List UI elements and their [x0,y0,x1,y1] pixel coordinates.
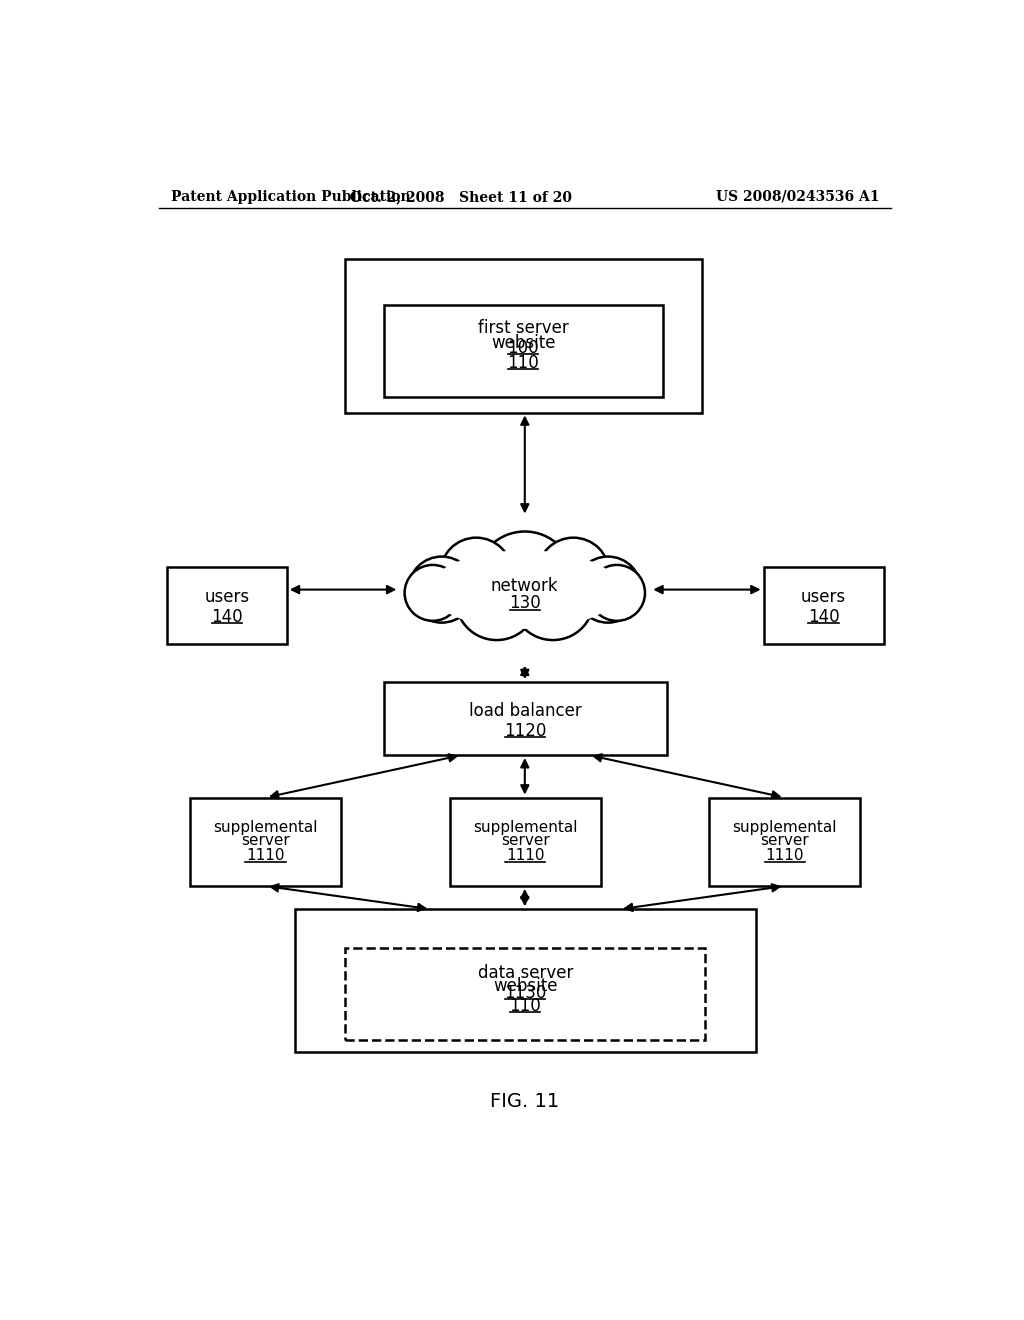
Circle shape [404,565,461,620]
Bar [450,797,601,886]
Text: 1110: 1110 [247,849,285,863]
Text: network: network [490,577,559,595]
FancyArrowPatch shape [521,891,528,904]
Circle shape [589,565,645,620]
FancyArrowPatch shape [626,884,779,911]
Text: 1130: 1130 [504,983,547,1002]
Circle shape [512,558,594,640]
Circle shape [456,558,538,640]
Text: server: server [761,833,809,847]
Text: first server: first server [478,319,568,337]
Bar [384,305,663,397]
Text: supplemental: supplemental [213,821,317,836]
Text: Patent Application Publication: Patent Application Publication [171,190,411,203]
FancyArrowPatch shape [271,754,457,799]
Circle shape [440,537,512,609]
Ellipse shape [397,537,652,642]
FancyArrowPatch shape [292,586,394,593]
Text: supplemental: supplemental [732,821,837,836]
FancyArrowPatch shape [521,417,528,511]
FancyArrowPatch shape [271,884,425,911]
FancyArrowPatch shape [521,760,528,792]
Bar [384,682,667,755]
FancyArrowPatch shape [594,754,779,799]
FancyArrowPatch shape [655,586,759,593]
Circle shape [476,532,573,628]
Text: 110: 110 [509,997,541,1015]
Text: users: users [204,589,250,606]
Circle shape [409,557,475,623]
Text: FIG. 11: FIG. 11 [490,1092,559,1111]
Text: 140: 140 [211,609,243,626]
Text: data server: data server [477,964,572,982]
Text: 1110: 1110 [506,849,545,863]
Text: US 2008/0243536 A1: US 2008/0243536 A1 [716,190,880,203]
Bar [345,259,701,412]
Ellipse shape [429,550,621,628]
Bar [295,909,756,1052]
Text: 110: 110 [507,354,539,372]
Bar [710,797,860,886]
Text: 1110: 1110 [766,849,804,863]
Text: 100: 100 [508,339,539,356]
Circle shape [538,537,609,609]
Bar [167,566,287,644]
Circle shape [574,557,641,623]
Text: 140: 140 [808,609,840,626]
Text: supplemental: supplemental [473,821,578,836]
Text: 130: 130 [509,594,541,612]
Text: server: server [242,833,290,847]
Text: website: website [493,977,557,995]
Text: users: users [801,589,846,606]
Bar [190,797,341,886]
Text: website: website [490,334,555,352]
FancyArrowPatch shape [521,668,528,677]
Text: 1120: 1120 [504,722,547,741]
Bar [345,948,706,1040]
Bar [764,566,884,644]
Text: load balancer: load balancer [469,702,582,719]
Text: server: server [501,833,550,847]
Text: Oct. 2, 2008   Sheet 11 of 20: Oct. 2, 2008 Sheet 11 of 20 [350,190,572,203]
